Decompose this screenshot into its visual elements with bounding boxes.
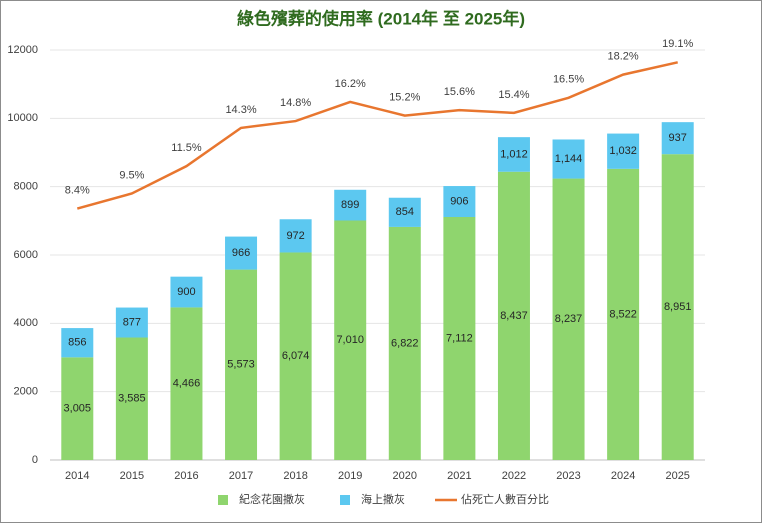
- x-tick-label: 2024: [611, 470, 635, 482]
- bar-label: 5,573: [227, 359, 255, 371]
- x-tick-label: 2018: [283, 470, 307, 482]
- bar-label: 8,522: [609, 308, 637, 320]
- y-tick-label: 6000: [14, 249, 38, 261]
- x-tick-label: 2016: [174, 470, 198, 482]
- bar: [334, 189, 367, 221]
- line: [76, 61, 678, 210]
- bar-label: 900: [177, 286, 195, 298]
- bar-label: 1,032: [609, 145, 637, 157]
- bar-label: 854: [396, 206, 414, 218]
- bar: [61, 357, 94, 460]
- bar-label: 3,585: [118, 393, 146, 405]
- bar: [225, 269, 258, 460]
- bar: [661, 122, 694, 155]
- bar-label: 972: [286, 230, 304, 242]
- bar-label: 8,237: [555, 313, 583, 325]
- line-label: 15.6%: [444, 86, 475, 98]
- bar-label: 6,822: [391, 337, 419, 349]
- bar: [170, 307, 203, 460]
- bar-label: 877: [123, 316, 141, 328]
- bar-label: 856: [68, 337, 86, 349]
- bar-label: 937: [669, 132, 687, 144]
- bar-label: 7,112: [446, 332, 473, 344]
- chart-title: 綠色殯葬的使用率 (2014年 至 2025年): [237, 8, 525, 28]
- bar-label: 8,951: [664, 301, 692, 313]
- line-label: 14.8%: [280, 97, 311, 109]
- bar-label: 906: [450, 195, 468, 207]
- bar: [61, 328, 94, 358]
- line-label: 15.2%: [389, 92, 420, 104]
- y-tick-label: 8000: [14, 181, 38, 193]
- x-tick-label: 2020: [393, 470, 417, 482]
- bar-label: 966: [232, 247, 250, 259]
- bar-label: 4,466: [173, 378, 201, 390]
- bar-label: 8,437: [500, 310, 528, 322]
- bar: [115, 337, 148, 460]
- bar: [607, 133, 640, 169]
- bar: [388, 226, 421, 460]
- line-label: 15.4%: [498, 89, 529, 101]
- bar: [552, 139, 585, 179]
- legend-label: 海上撒灰: [361, 492, 405, 506]
- bar-label: 6,074: [282, 350, 310, 362]
- bar-label: 1,144: [555, 153, 583, 165]
- bar-label: 3,005: [64, 403, 92, 415]
- bar: [279, 252, 312, 460]
- line-label: 16.2%: [335, 78, 366, 90]
- bar: [115, 307, 148, 338]
- line-label: 19.1%: [662, 38, 693, 50]
- x-tick-label: 2019: [338, 470, 362, 482]
- bar: [497, 171, 530, 460]
- x-tick-label: 2015: [120, 470, 144, 482]
- legend-swatch: [340, 495, 350, 505]
- bar: [334, 220, 367, 460]
- legend-label: 紀念花園撒灰: [239, 492, 305, 506]
- x-tick-label: 2014: [65, 470, 89, 482]
- bar: [170, 276, 203, 308]
- x-tick-label: 2017: [229, 470, 253, 482]
- y-tick-label: 10000: [7, 112, 38, 124]
- x-tick-label: 2022: [502, 470, 526, 482]
- bar: [552, 178, 585, 461]
- bar: [279, 219, 312, 253]
- bar-label: 899: [341, 199, 359, 211]
- line-label: 8.4%: [65, 184, 90, 196]
- y-tick-label: 4000: [14, 317, 38, 329]
- bar: [388, 197, 421, 227]
- line-label: 16.5%: [553, 74, 584, 86]
- x-tick-label: 2021: [447, 470, 471, 482]
- bar-label: 7,010: [336, 334, 364, 346]
- bar: [497, 137, 530, 172]
- line-label: 14.3%: [225, 104, 256, 116]
- y-tick-label: 2000: [14, 386, 38, 398]
- bar-label: 1,012: [500, 148, 528, 160]
- y-tick-label: 12000: [7, 44, 38, 56]
- y-tick-label: 0: [32, 454, 38, 466]
- legend-swatch: [218, 495, 228, 505]
- x-tick-label: 2025: [665, 470, 689, 482]
- bar: [661, 154, 694, 460]
- legend-label: 佔死亡人數百分比: [461, 492, 549, 506]
- x-tick-label: 2023: [556, 470, 580, 482]
- line-label: 9.5%: [119, 169, 144, 181]
- bar: [225, 236, 258, 270]
- bar: [443, 186, 476, 218]
- line-label: 11.5%: [171, 142, 202, 154]
- bar: [607, 168, 640, 460]
- line-label: 18.2%: [608, 51, 639, 63]
- bar: [443, 217, 476, 460]
